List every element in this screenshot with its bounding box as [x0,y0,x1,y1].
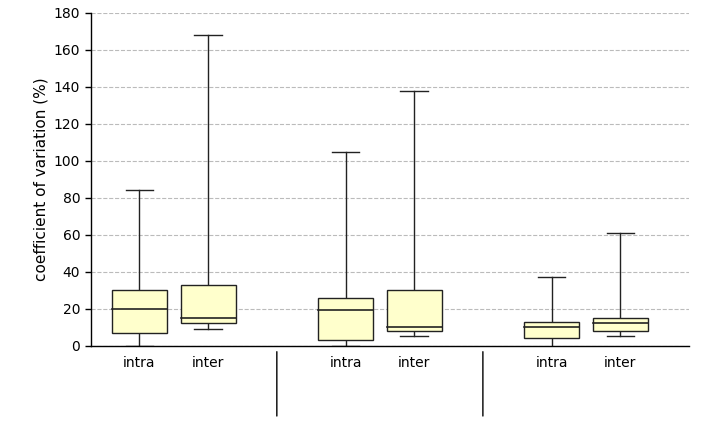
Bar [387,290,441,331]
Bar [112,290,167,333]
Bar [318,298,373,340]
Bar [181,285,236,324]
Bar [524,321,579,338]
Y-axis label: coefficient of variation (%): coefficient of variation (%) [33,77,49,281]
Bar [593,318,647,331]
